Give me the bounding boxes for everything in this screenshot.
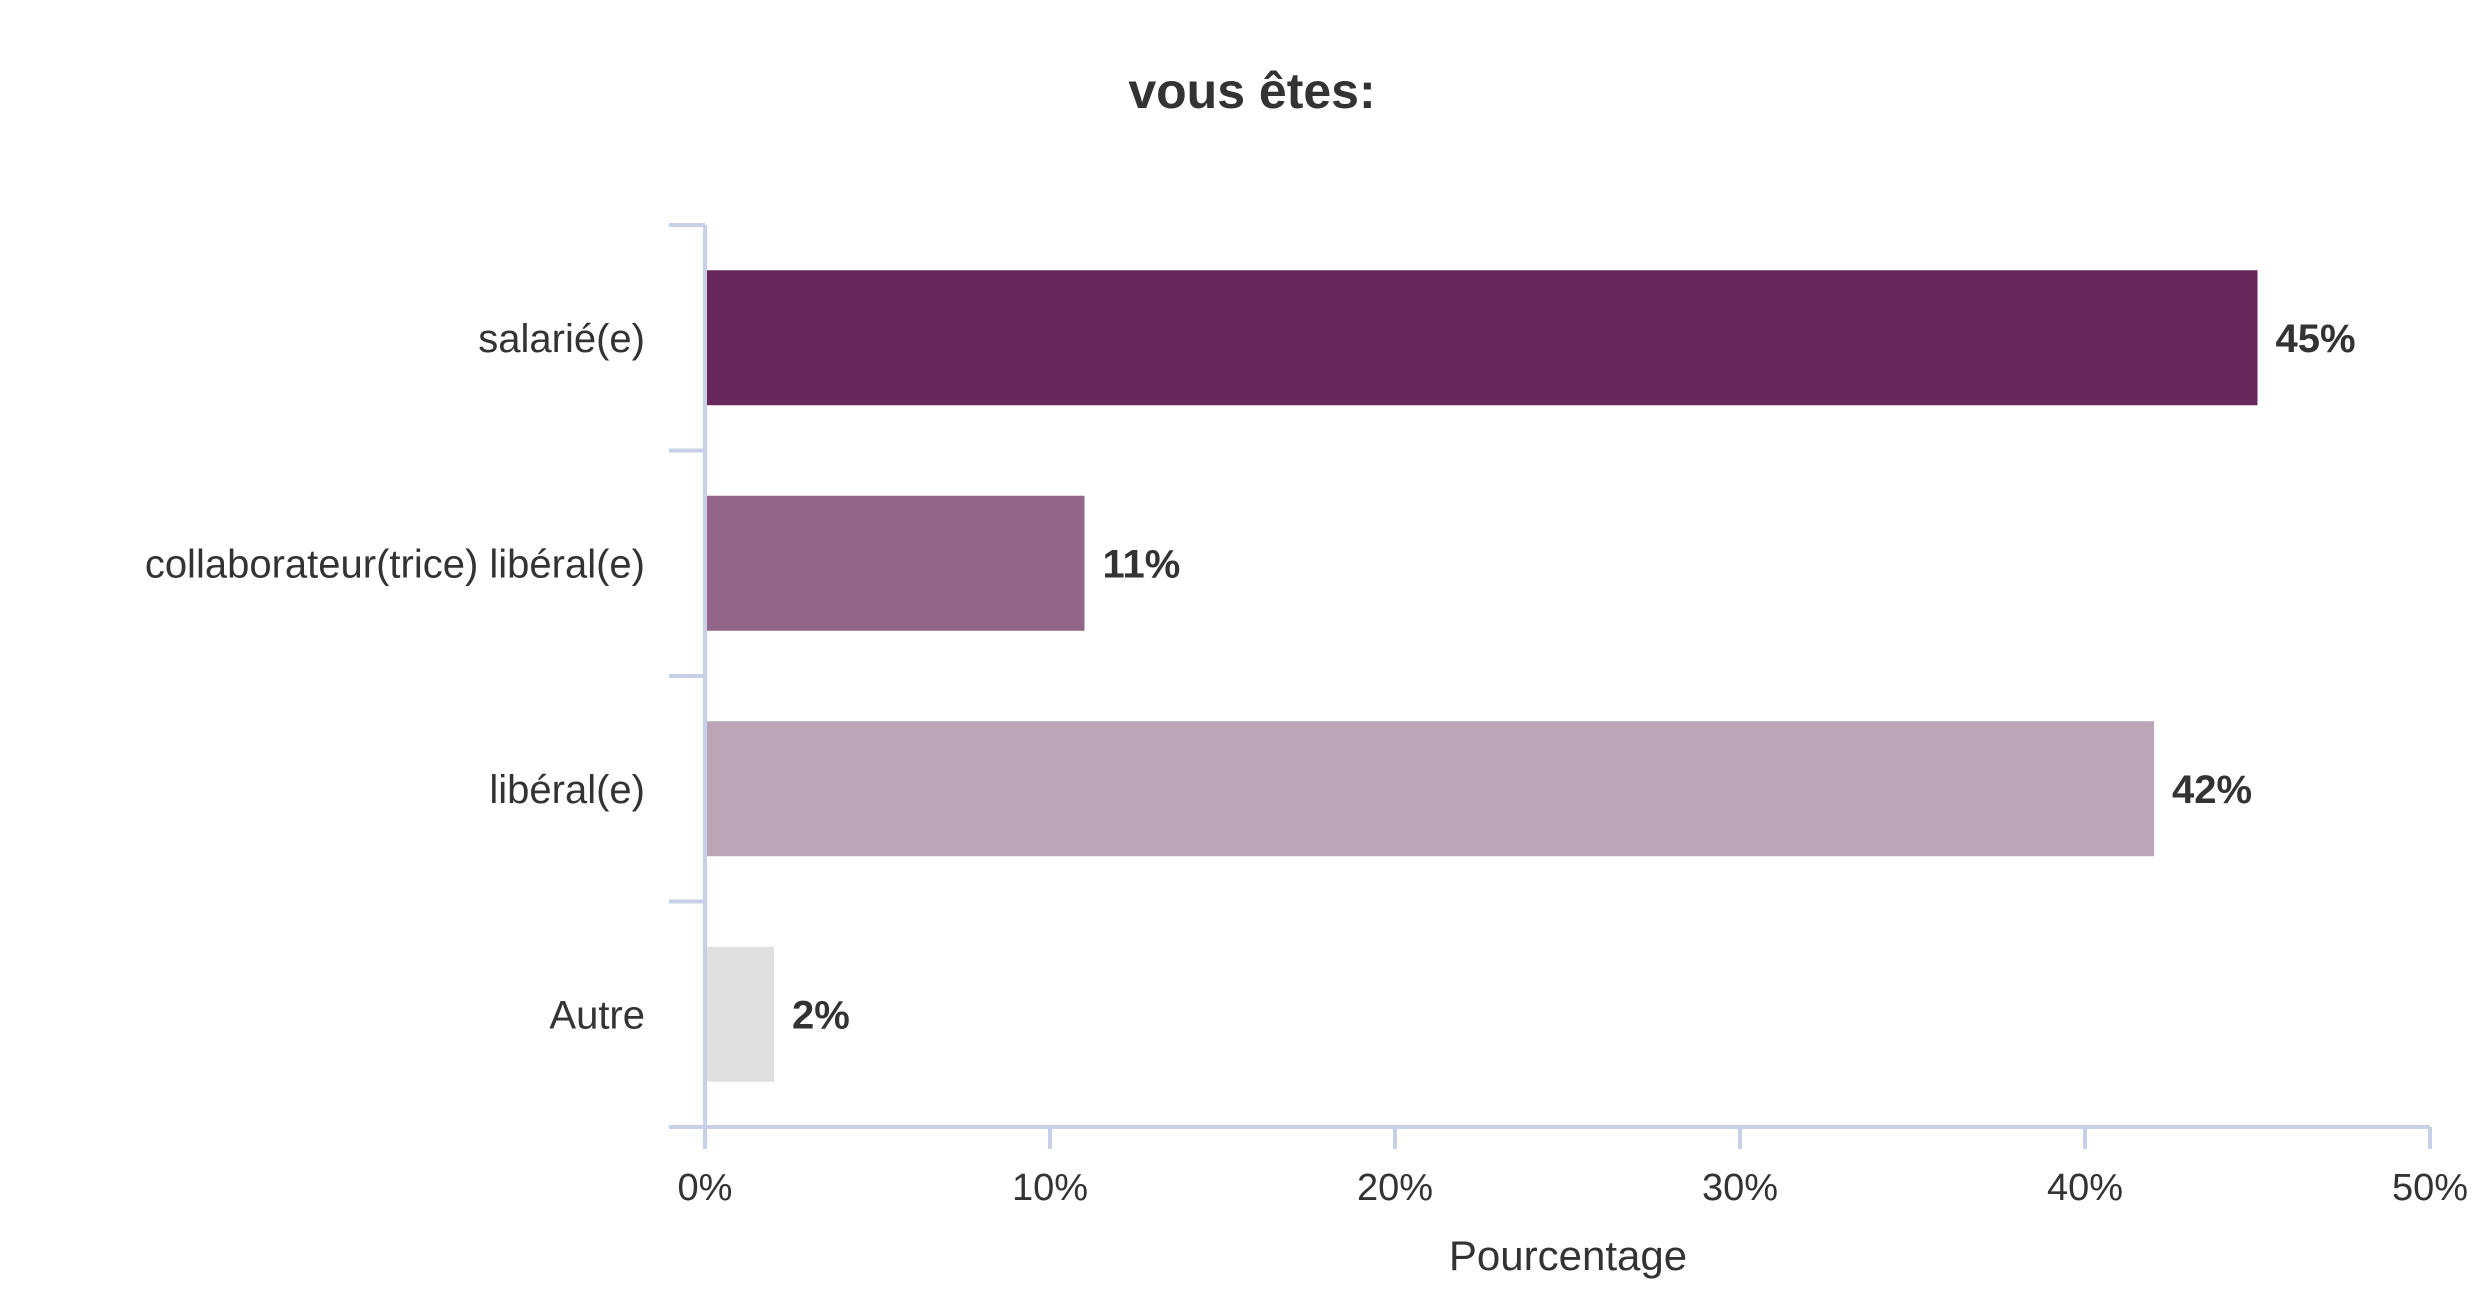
bar: [707, 946, 774, 1082]
value-label: 42%: [2172, 768, 2252, 812]
value-label: 45%: [2276, 317, 2356, 361]
value-label: 11%: [1103, 542, 1181, 586]
value-label: 2%: [792, 993, 850, 1037]
x-tick-label: 20%: [1357, 1167, 1433, 1209]
chart-title: vous êtes:: [1128, 63, 1375, 119]
x-axis-title: Pourcentage: [1449, 1232, 1687, 1279]
category-label: collaborateur(trice) libéral(e): [145, 542, 645, 586]
bars-group: salarié(e) 45% collaborateur(trice) libéra…: [145, 270, 2356, 1082]
category-label: salarié(e): [478, 317, 645, 361]
x-tick-label: 10%: [1012, 1167, 1088, 1209]
x-tick-label: 30%: [1702, 1167, 1778, 1209]
axes: 0% 10% 20% 30% 40% 50%: [669, 223, 2468, 1209]
x-tick-label: 0%: [678, 1167, 733, 1209]
bar: [707, 495, 1085, 631]
category-label: libéral(e): [489, 768, 645, 812]
category-label: Autre: [549, 993, 645, 1037]
bar: [707, 270, 2258, 406]
bar: [707, 721, 2154, 857]
x-tick-label: 40%: [2047, 1167, 2123, 1209]
x-tick-label: 50%: [2392, 1167, 2468, 1209]
